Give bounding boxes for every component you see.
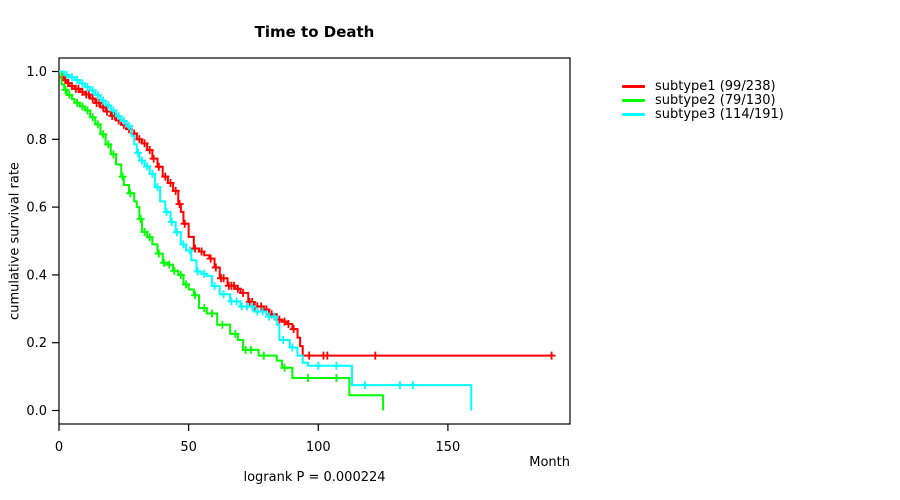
censor-marks-subtype2 bbox=[61, 85, 341, 382]
y-tick-label: 0.0 bbox=[26, 404, 47, 419]
x-tick-label: 0 bbox=[55, 440, 63, 455]
logrank-annotation: logrank P = 0.000224 bbox=[243, 470, 386, 485]
y-tick-label: 0.4 bbox=[26, 268, 47, 283]
legend-item-subtype3: subtype3 (114/191) bbox=[622, 107, 784, 123]
x-axis-label: Month bbox=[529, 455, 570, 470]
legend-label-subtype2: subtype2 (79/130) bbox=[655, 93, 776, 108]
plot-box bbox=[58, 57, 571, 425]
y-tick-label: 0.8 bbox=[26, 133, 47, 148]
x-tick-label: 50 bbox=[180, 440, 197, 455]
censor-marks-subtype3 bbox=[62, 70, 417, 390]
y-tick-label: 1.0 bbox=[26, 65, 47, 80]
censor-marks-subtype1 bbox=[58, 73, 556, 360]
legend-line-swatch-subtype2 bbox=[622, 98, 645, 102]
legend-line-swatch-subtype1 bbox=[622, 84, 645, 88]
legend: subtype1 (99/238) subtype2 (79/130) subt… bbox=[622, 79, 784, 122]
y-tick-label: 0.2 bbox=[26, 336, 47, 351]
x-tick-label: 150 bbox=[435, 440, 460, 455]
legend-item-subtype1: subtype1 (99/238) bbox=[622, 78, 784, 94]
legend-label-subtype3: subtype3 (114/191) bbox=[655, 107, 784, 123]
chart-title: Time to Death bbox=[254, 23, 375, 41]
legend-item-subtype2: subtype2 (79/130) bbox=[622, 93, 784, 108]
x-tick-label: 100 bbox=[306, 440, 331, 455]
survival-curve-subtype1 bbox=[59, 70, 552, 357]
legend-line-swatch-subtype3 bbox=[622, 113, 645, 117]
legend-label-subtype1: subtype1 (99/238) bbox=[655, 78, 776, 94]
y-tick-label: 0.6 bbox=[26, 201, 47, 216]
survival-curve-subtype2 bbox=[59, 70, 385, 411]
